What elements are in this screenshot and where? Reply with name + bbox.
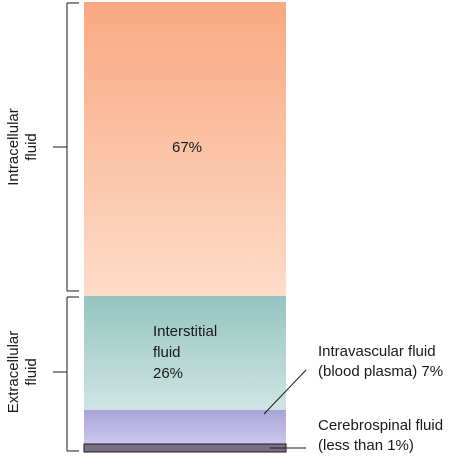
- intracellular-bracket: [53, 2, 79, 292]
- intravascular-label-line2: (blood plasma) 7%: [318, 363, 443, 380]
- intracellular-percent: 67%: [172, 139, 202, 156]
- intravascular-leader-line: [263, 369, 307, 415]
- intravascular-segment: [84, 410, 286, 444]
- cerebrospinal-label-line1: Cerebrospinal fluid: [318, 417, 443, 434]
- intracellular-label: Intracellular fluid: [5, 108, 40, 186]
- intracellular-label-line1: Intracellular: [5, 108, 22, 186]
- interstitial-label-line1: Interstitial: [153, 323, 217, 340]
- extracellular-label-line1: Extracellular: [5, 331, 22, 414]
- extracellular-label-line2: fluid: [23, 358, 40, 386]
- interstitial-label-line2: fluid: [153, 344, 181, 361]
- extracellular-label: Extracellular fluid: [5, 331, 40, 414]
- extracellular-bracket: [53, 296, 79, 452]
- interstitial-percent: 26%: [153, 365, 183, 382]
- interstitial-segment: [84, 296, 286, 410]
- intracellular-label-line2: fluid: [23, 133, 40, 161]
- cerebrospinal-segment: [83, 443, 287, 453]
- intracellular-segment: [84, 2, 286, 296]
- intravascular-label-line1: Intravascular fluid: [318, 343, 436, 360]
- cerebrospinal-label-line2: (less than 1%): [318, 437, 414, 454]
